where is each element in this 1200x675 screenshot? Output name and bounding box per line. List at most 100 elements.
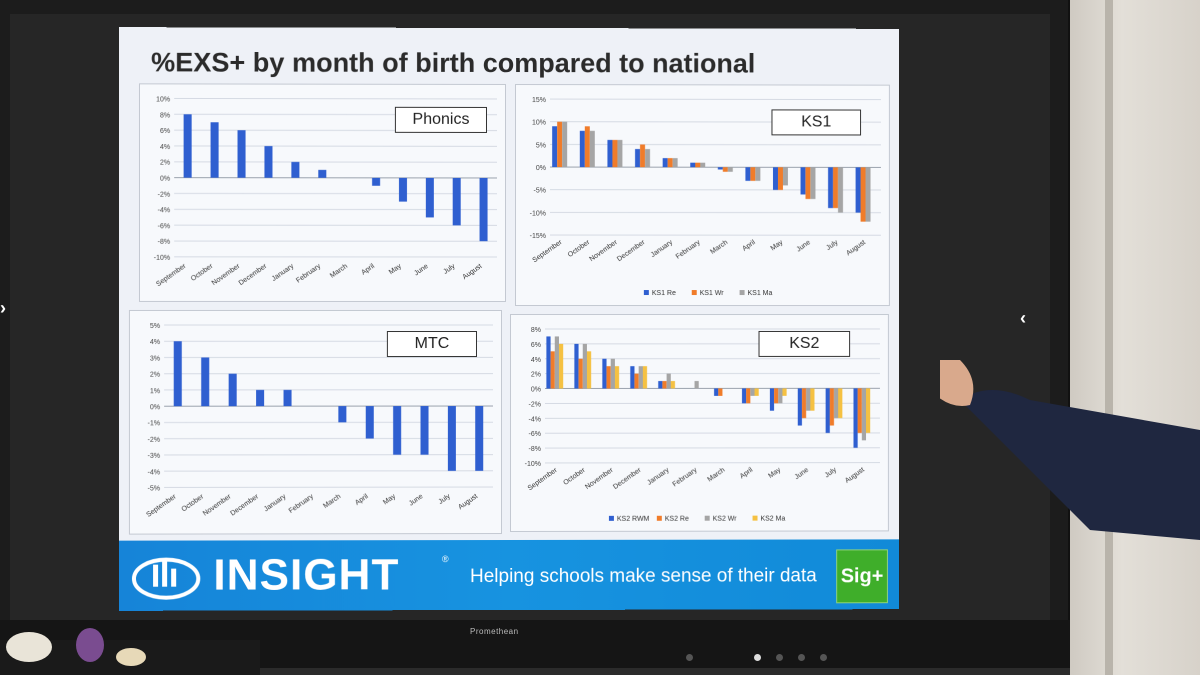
left-nav-arrow-icon[interactable]: › xyxy=(0,298,6,319)
y-tick-label: -4% xyxy=(529,416,541,423)
control-button-1[interactable] xyxy=(776,654,783,661)
bar xyxy=(211,122,219,177)
bar xyxy=(667,374,671,389)
y-tick-label: -6% xyxy=(529,431,541,438)
y-tick-label: 1% xyxy=(150,388,160,395)
bar xyxy=(421,406,429,455)
bar xyxy=(783,167,788,185)
bar xyxy=(372,178,380,186)
bar xyxy=(645,149,650,167)
ks1-label: KS1 xyxy=(771,109,861,135)
phonics-label: Phonics xyxy=(395,107,487,133)
x-tick-label: April xyxy=(739,466,755,480)
bar xyxy=(562,122,567,167)
x-tick-label: May xyxy=(767,466,782,480)
bar xyxy=(284,390,292,406)
x-tick-label: August xyxy=(457,493,479,511)
bar xyxy=(426,178,434,218)
bar xyxy=(668,158,673,167)
mtc-chart: 5% 4% 3% 2% 1% 0% -1% -2% -3% -4% -5% September Octo… xyxy=(129,310,502,535)
ks2-chart: 8% 6% 4% 2% 0% -2% -4% -6% -8% -10% September Octob… xyxy=(510,314,889,532)
bar xyxy=(826,388,830,433)
bar xyxy=(453,178,461,225)
bar xyxy=(695,381,699,388)
y-tick-label: 0% xyxy=(536,165,546,172)
y-tick-label: 10% xyxy=(532,120,546,127)
phonics-chart: 10% 8% 6% 4% 2% 0% -2% -4% -6% -8% -10% September Oc… xyxy=(139,83,506,302)
power-button[interactable] xyxy=(686,654,693,661)
bar xyxy=(585,126,590,167)
hand-button[interactable] xyxy=(754,654,761,661)
bar xyxy=(238,130,246,178)
y-tick-label: 4% xyxy=(150,339,160,346)
y-tick-label: -1% xyxy=(148,420,161,427)
gridline xyxy=(550,99,881,100)
x-tick-label: June xyxy=(796,239,812,253)
y-tick-label: 0% xyxy=(531,387,541,394)
bar xyxy=(617,140,622,167)
bar xyxy=(830,388,834,425)
bar xyxy=(663,158,668,167)
x-tick-label: October xyxy=(567,239,592,259)
bar xyxy=(639,366,643,388)
insight-logo-icon xyxy=(131,553,201,601)
y-tick-label: 8% xyxy=(531,327,541,334)
x-tick-label: August xyxy=(844,466,866,484)
bar xyxy=(782,388,786,395)
x-tick-label: May xyxy=(382,493,397,507)
bar xyxy=(778,167,783,190)
x-tick-label: December xyxy=(612,466,643,491)
x-tick-label: June xyxy=(408,493,425,508)
y-tick-label: 5% xyxy=(150,323,160,330)
y-tick-label: -10% xyxy=(530,210,546,217)
bar xyxy=(174,341,182,406)
x-tick-label: June xyxy=(413,263,430,277)
bar xyxy=(583,344,587,389)
sig-plus-button[interactable]: Sig+ xyxy=(836,549,888,603)
x-tick-label: November xyxy=(584,466,615,491)
control-button-3[interactable] xyxy=(820,654,827,661)
x-tick-label: March xyxy=(709,239,729,256)
bar xyxy=(723,167,728,172)
bar xyxy=(338,406,346,422)
bar xyxy=(750,167,755,181)
bar xyxy=(580,131,585,167)
bar xyxy=(866,388,870,433)
bar xyxy=(746,388,750,403)
bar xyxy=(551,351,555,388)
x-tick-label: August xyxy=(845,239,867,257)
x-tick-label: September xyxy=(532,239,565,265)
bar xyxy=(256,390,264,406)
bar xyxy=(833,167,838,208)
x-tick-label: September xyxy=(145,493,178,519)
bar xyxy=(587,351,591,388)
y-tick-label: 8% xyxy=(160,112,170,119)
x-tick-label: December xyxy=(616,239,647,264)
bar xyxy=(673,158,678,167)
bar xyxy=(861,167,866,221)
y-tick-label: 6% xyxy=(531,342,541,349)
y-tick-label: -3% xyxy=(148,453,161,460)
ks1-chart: 15% 10% 5% 0% -5% -10% -15% September October Nov… xyxy=(515,84,890,306)
control-button-2[interactable] xyxy=(798,654,805,661)
x-tick-label: May xyxy=(388,263,403,277)
y-tick-label: -4% xyxy=(148,469,161,476)
trademark: ® xyxy=(442,554,449,564)
x-tick-label: March xyxy=(707,467,727,484)
bar xyxy=(858,388,862,433)
bar xyxy=(801,167,806,194)
bar xyxy=(695,163,700,168)
y-tick-label: 0% xyxy=(160,176,170,183)
x-tick-label: September xyxy=(527,466,560,492)
y-tick-label: -15% xyxy=(530,233,546,240)
y-tick-label: -2% xyxy=(529,401,541,408)
legend-label: KS1 Ma xyxy=(748,290,773,297)
bar xyxy=(552,126,557,167)
bar xyxy=(834,388,838,418)
bar xyxy=(640,145,645,168)
right-nav-arrow-icon[interactable]: ‹ xyxy=(1020,308,1026,329)
bar xyxy=(579,359,583,389)
bar xyxy=(615,366,619,388)
bar xyxy=(856,167,861,212)
bar xyxy=(802,388,806,418)
